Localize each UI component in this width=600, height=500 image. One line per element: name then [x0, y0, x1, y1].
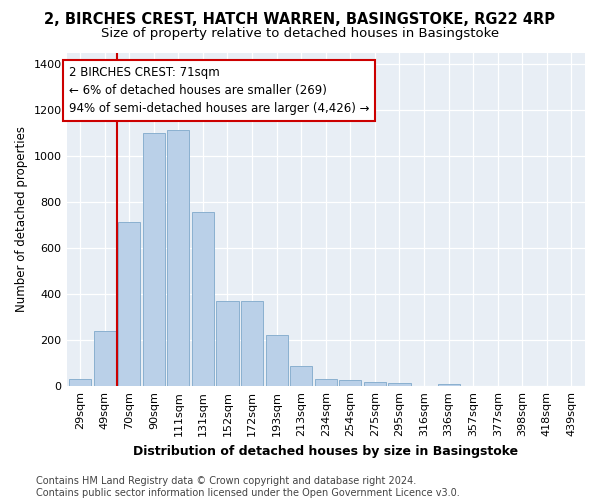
Text: Contains HM Land Registry data © Crown copyright and database right 2024.
Contai: Contains HM Land Registry data © Crown c… — [36, 476, 460, 498]
Bar — [167, 130, 190, 386]
Bar — [315, 380, 337, 386]
Bar — [339, 380, 361, 386]
Bar — [217, 301, 239, 386]
Bar — [266, 334, 287, 386]
Y-axis label: Number of detached properties: Number of detached properties — [15, 126, 28, 312]
Bar — [437, 384, 460, 386]
Bar — [192, 212, 214, 386]
Bar — [94, 331, 116, 386]
Text: 2 BIRCHES CREST: 71sqm
← 6% of detached houses are smaller (269)
94% of semi-det: 2 BIRCHES CREST: 71sqm ← 6% of detached … — [69, 66, 370, 116]
Bar — [118, 222, 140, 386]
Bar — [241, 301, 263, 386]
Text: Size of property relative to detached houses in Basingstoke: Size of property relative to detached ho… — [101, 28, 499, 40]
Bar — [364, 382, 386, 386]
Text: 2, BIRCHES CREST, HATCH WARREN, BASINGSTOKE, RG22 4RP: 2, BIRCHES CREST, HATCH WARREN, BASINGST… — [44, 12, 556, 28]
Bar — [69, 380, 91, 386]
Bar — [143, 133, 165, 386]
Bar — [388, 384, 410, 386]
X-axis label: Distribution of detached houses by size in Basingstoke: Distribution of detached houses by size … — [133, 444, 518, 458]
Bar — [290, 366, 312, 386]
